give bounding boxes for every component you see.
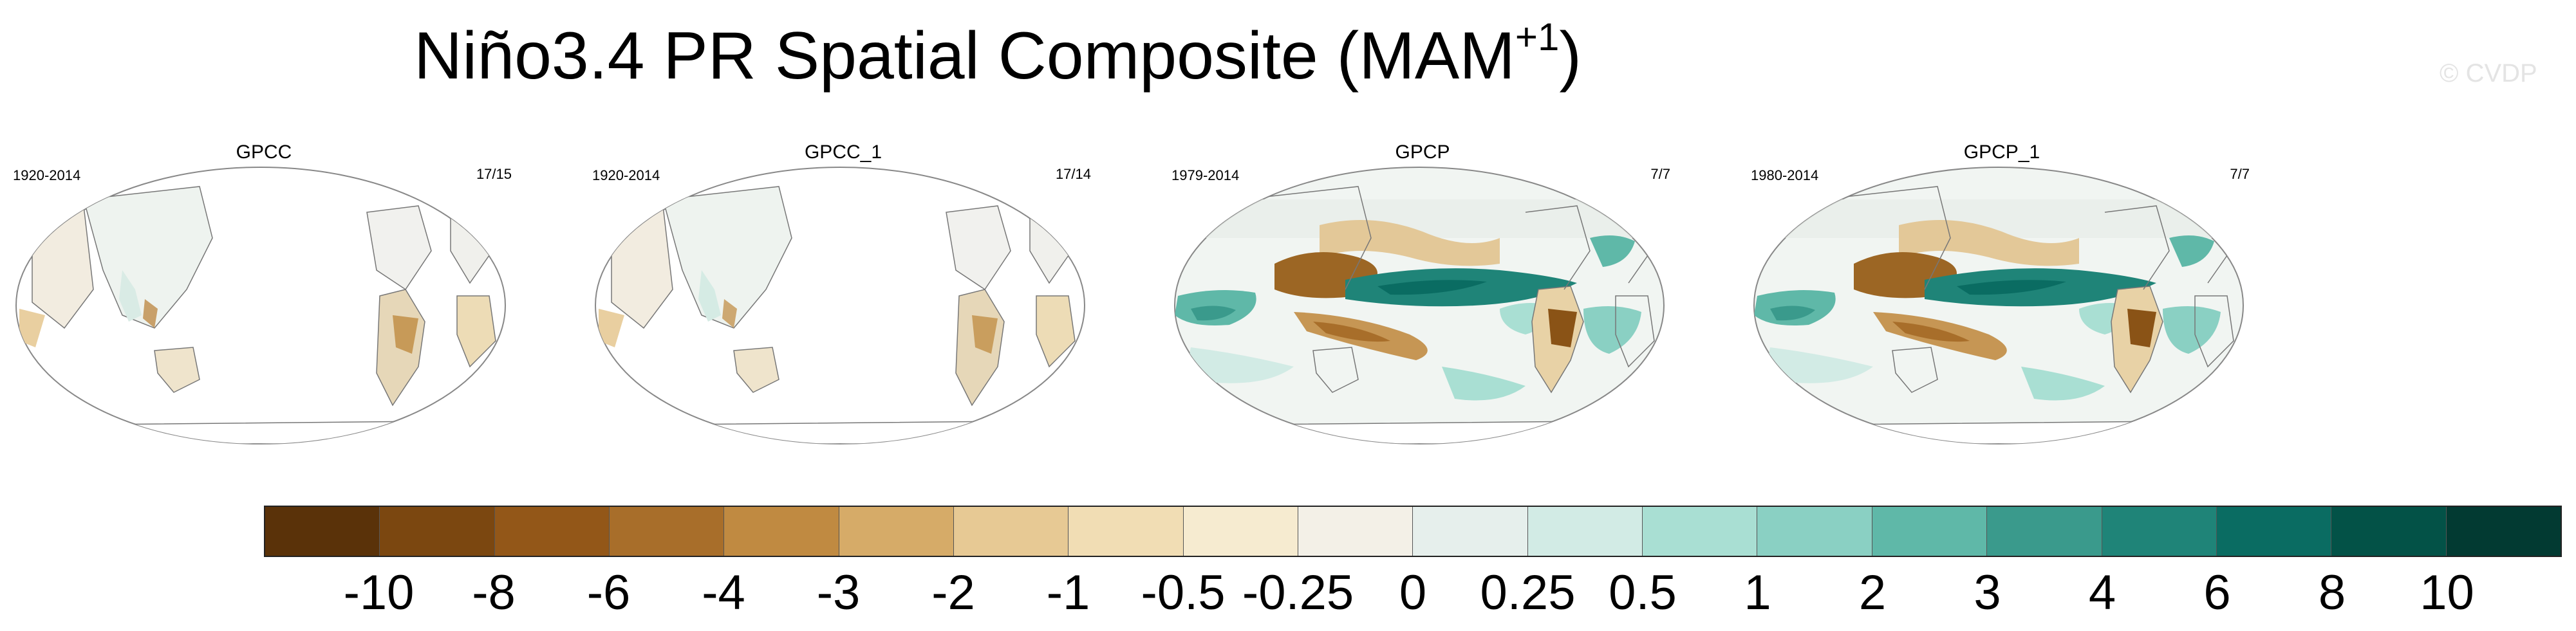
- colorbar-tick-label: 10: [2420, 565, 2474, 620]
- colorbar-tick-label: 1: [1744, 565, 1771, 620]
- panel-event-count: 17/14: [1055, 166, 1091, 182]
- colorbar-swatch: [839, 507, 955, 556]
- panel-date-range: 1920-2014: [592, 167, 660, 183]
- colorbar-tick-label: -10: [343, 565, 415, 620]
- colorbar-tick-label: -6: [586, 565, 631, 620]
- figure-title-superscript: +1: [1515, 15, 1560, 59]
- colorbar-tick-label: 8: [2318, 565, 2346, 620]
- colorbar-tick-label: 4: [2088, 565, 2116, 620]
- figure-title-closing: ): [1559, 19, 1582, 93]
- colorbar-swatch: [2331, 507, 2447, 556]
- panel-event-count: 17/15: [476, 166, 512, 182]
- colorbar-swatch: [1413, 507, 1528, 556]
- figure-title: Niño3.4 PR Spatial Composite (MAM+1): [0, 15, 1995, 95]
- colorbar-tick-label: 6: [2203, 565, 2231, 620]
- panel-title: GPCC: [236, 142, 292, 163]
- colorbar-tick-label: -8: [472, 565, 516, 620]
- colorbar-tick-label: 0.25: [1480, 565, 1576, 620]
- colorbar-swatch: [724, 507, 839, 556]
- panel-event-count: 7/7: [2230, 166, 2250, 182]
- colorbar-tick-label: 0.5: [1609, 565, 1677, 620]
- colorbar-swatch: [1872, 507, 1988, 556]
- cvdp-watermark: © CVDP: [2440, 59, 2537, 87]
- colorbar-swatches: [264, 506, 2562, 557]
- map-panel-gpcc-1: GPCC_1 1920-2014 17/14: [586, 135, 1101, 482]
- panel-title: GPCC_1: [804, 142, 882, 163]
- colorbar-tick-label: -0.5: [1141, 565, 1226, 620]
- colorbar-tick-labels: -10 -8 -6 -4 -3 -2 -1 -0.5 -0.25 0 0.25 0.5 1 2 3 4 6 8 10: [264, 565, 2562, 620]
- colorbar-swatch: [380, 507, 495, 556]
- map-panel-gpcc: GPCC 1920-2014 17/15: [6, 135, 521, 482]
- colorbar-swatch: [1527, 507, 1643, 556]
- panel-date-range: 1979-2014: [1171, 167, 1240, 183]
- colorbar-swatch: [1643, 507, 1758, 556]
- colorbar-swatch: [494, 507, 610, 556]
- robinson-map-gpcp: [1174, 167, 1665, 444]
- colorbar-swatch: [1298, 507, 1414, 556]
- colorbar-swatch: [1069, 507, 1184, 556]
- colorbar-tick-label: 0: [1399, 565, 1427, 620]
- panel-title: GPCP: [1395, 142, 1450, 163]
- colorbar-tick-label: 3: [1974, 565, 2001, 620]
- colorbar-tick-label: -2: [931, 565, 975, 620]
- panel-date-range: 1920-2014: [13, 167, 81, 183]
- colorbar-swatch: [610, 507, 725, 556]
- colorbar-tick-label: -0.25: [1242, 565, 1354, 620]
- panel-title: GPCP_1: [1963, 142, 2040, 163]
- colorbar-swatch: [2102, 507, 2217, 556]
- colorbar-swatch: [265, 507, 380, 556]
- colorbar-swatch: [1987, 507, 2102, 556]
- colorbar-swatch: [2446, 507, 2561, 556]
- robinson-map-gpcp-1: [1753, 167, 2244, 444]
- colorbar-tick-label: -3: [816, 565, 861, 620]
- colorbar-legend: -10 -8 -6 -4 -3 -2 -1 -0.5 -0.25 0 0.25 0.5 1 2 3 4 6 8 10: [264, 506, 2562, 620]
- colorbar-swatch: [1183, 507, 1299, 556]
- colorbar-tick-label: -1: [1046, 565, 1090, 620]
- colorbar-tick-label: -4: [702, 565, 745, 620]
- colorbar-swatch: [954, 507, 1069, 556]
- robinson-map-gpcc: [15, 167, 506, 444]
- colorbar-tick-label: 2: [1858, 565, 1887, 620]
- map-panel-gpcp-1: GPCP_1 1980-2014 7/7: [1744, 135, 2259, 482]
- figure-title-text: Niño3.4 PR Spatial Composite (MAM: [414, 19, 1515, 93]
- panel-date-range: 1980-2014: [1751, 167, 1819, 183]
- robinson-map-gpcc-1: [595, 167, 1085, 444]
- colorbar-swatch: [1757, 507, 1872, 556]
- colorbar-swatch: [2216, 507, 2332, 556]
- panel-event-count: 7/7: [1650, 166, 1670, 182]
- map-panel-gpcp: GPCP 1979-2014 7/7: [1165, 135, 1680, 482]
